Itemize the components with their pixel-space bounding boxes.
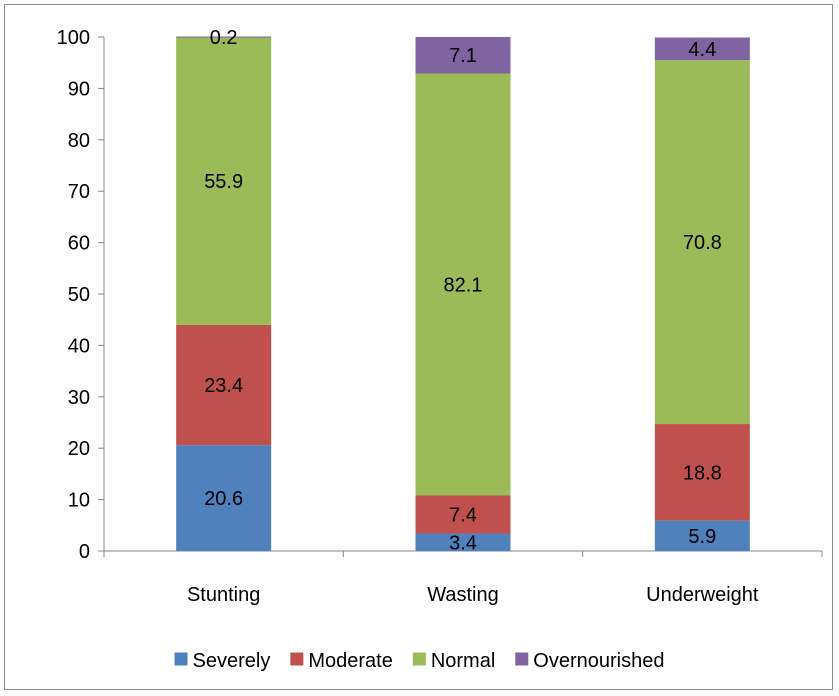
bar-underweight-normal <box>654 60 750 425</box>
legend-swatch-moderate <box>290 652 304 666</box>
legend-swatch-normal <box>412 652 426 666</box>
data-label-stunting-overnourished: 0.2 <box>210 27 238 49</box>
bar-underweight-moderate <box>654 424 750 521</box>
y-tick-label-50: 50 <box>68 284 90 306</box>
data-label-wasting-normal: 82.1 <box>444 274 483 296</box>
legend-swatch-severely <box>174 652 188 666</box>
y-tick-label-80: 80 <box>68 130 90 152</box>
y-tick-label-10: 10 <box>68 490 90 512</box>
category-label-stunting: Stunting <box>187 584 260 606</box>
y-tick-label-70: 70 <box>68 181 90 203</box>
bar-stunting-severely <box>176 445 272 551</box>
data-label-wasting-overnourished: 7.1 <box>449 45 477 67</box>
data-label-wasting-moderate: 7.4 <box>449 505 477 527</box>
y-tick-label-20: 20 <box>68 438 90 460</box>
data-label-wasting-severely: 3.4 <box>449 532 477 554</box>
legend-label-overnourished: Overnourished <box>533 650 664 672</box>
y-tick-label-0: 0 <box>79 541 90 563</box>
data-label-underweight-moderate: 18.8 <box>683 462 722 484</box>
category-label-wasting: Wasting <box>427 584 499 606</box>
legend-label-moderate: Moderate <box>308 650 393 672</box>
y-tick-label-90: 90 <box>68 78 90 100</box>
legend-swatch-overnourished <box>515 652 529 666</box>
data-label-stunting-moderate: 23.4 <box>204 375 243 397</box>
bar-wasting-overnourished <box>415 37 511 74</box>
bar-underweight-severely <box>654 520 750 551</box>
y-tick-label-40: 40 <box>68 335 90 357</box>
category-label-underweight: Underweight <box>646 584 759 606</box>
bar-stunting-overnourished <box>176 36 272 38</box>
bar-wasting-moderate <box>415 495 511 534</box>
legend: Severely Moderate Normal Overnourished <box>174 650 664 672</box>
y-tick-label-60: 60 <box>68 233 90 255</box>
legend-label-normal: Normal <box>431 650 495 672</box>
bar-stunting-moderate <box>176 324 272 446</box>
data-label-underweight-normal: 70.8 <box>683 232 722 254</box>
bar-stunting-normal <box>176 37 272 325</box>
legend-label-severely: Severely <box>193 650 271 672</box>
data-label-underweight-overnourished: 4.4 <box>688 39 716 61</box>
y-tick-label-100: 100 <box>57 27 90 49</box>
data-label-stunting-normal: 55.9 <box>204 171 243 193</box>
bar-underweight-overnourished <box>654 37 750 61</box>
bar-wasting-severely <box>415 533 511 551</box>
y-tick-label-30: 30 <box>68 387 90 409</box>
bar-wasting-normal <box>415 73 511 496</box>
data-label-stunting-severely: 20.6 <box>204 488 243 510</box>
data-label-underweight-severely: 5.9 <box>688 526 716 548</box>
